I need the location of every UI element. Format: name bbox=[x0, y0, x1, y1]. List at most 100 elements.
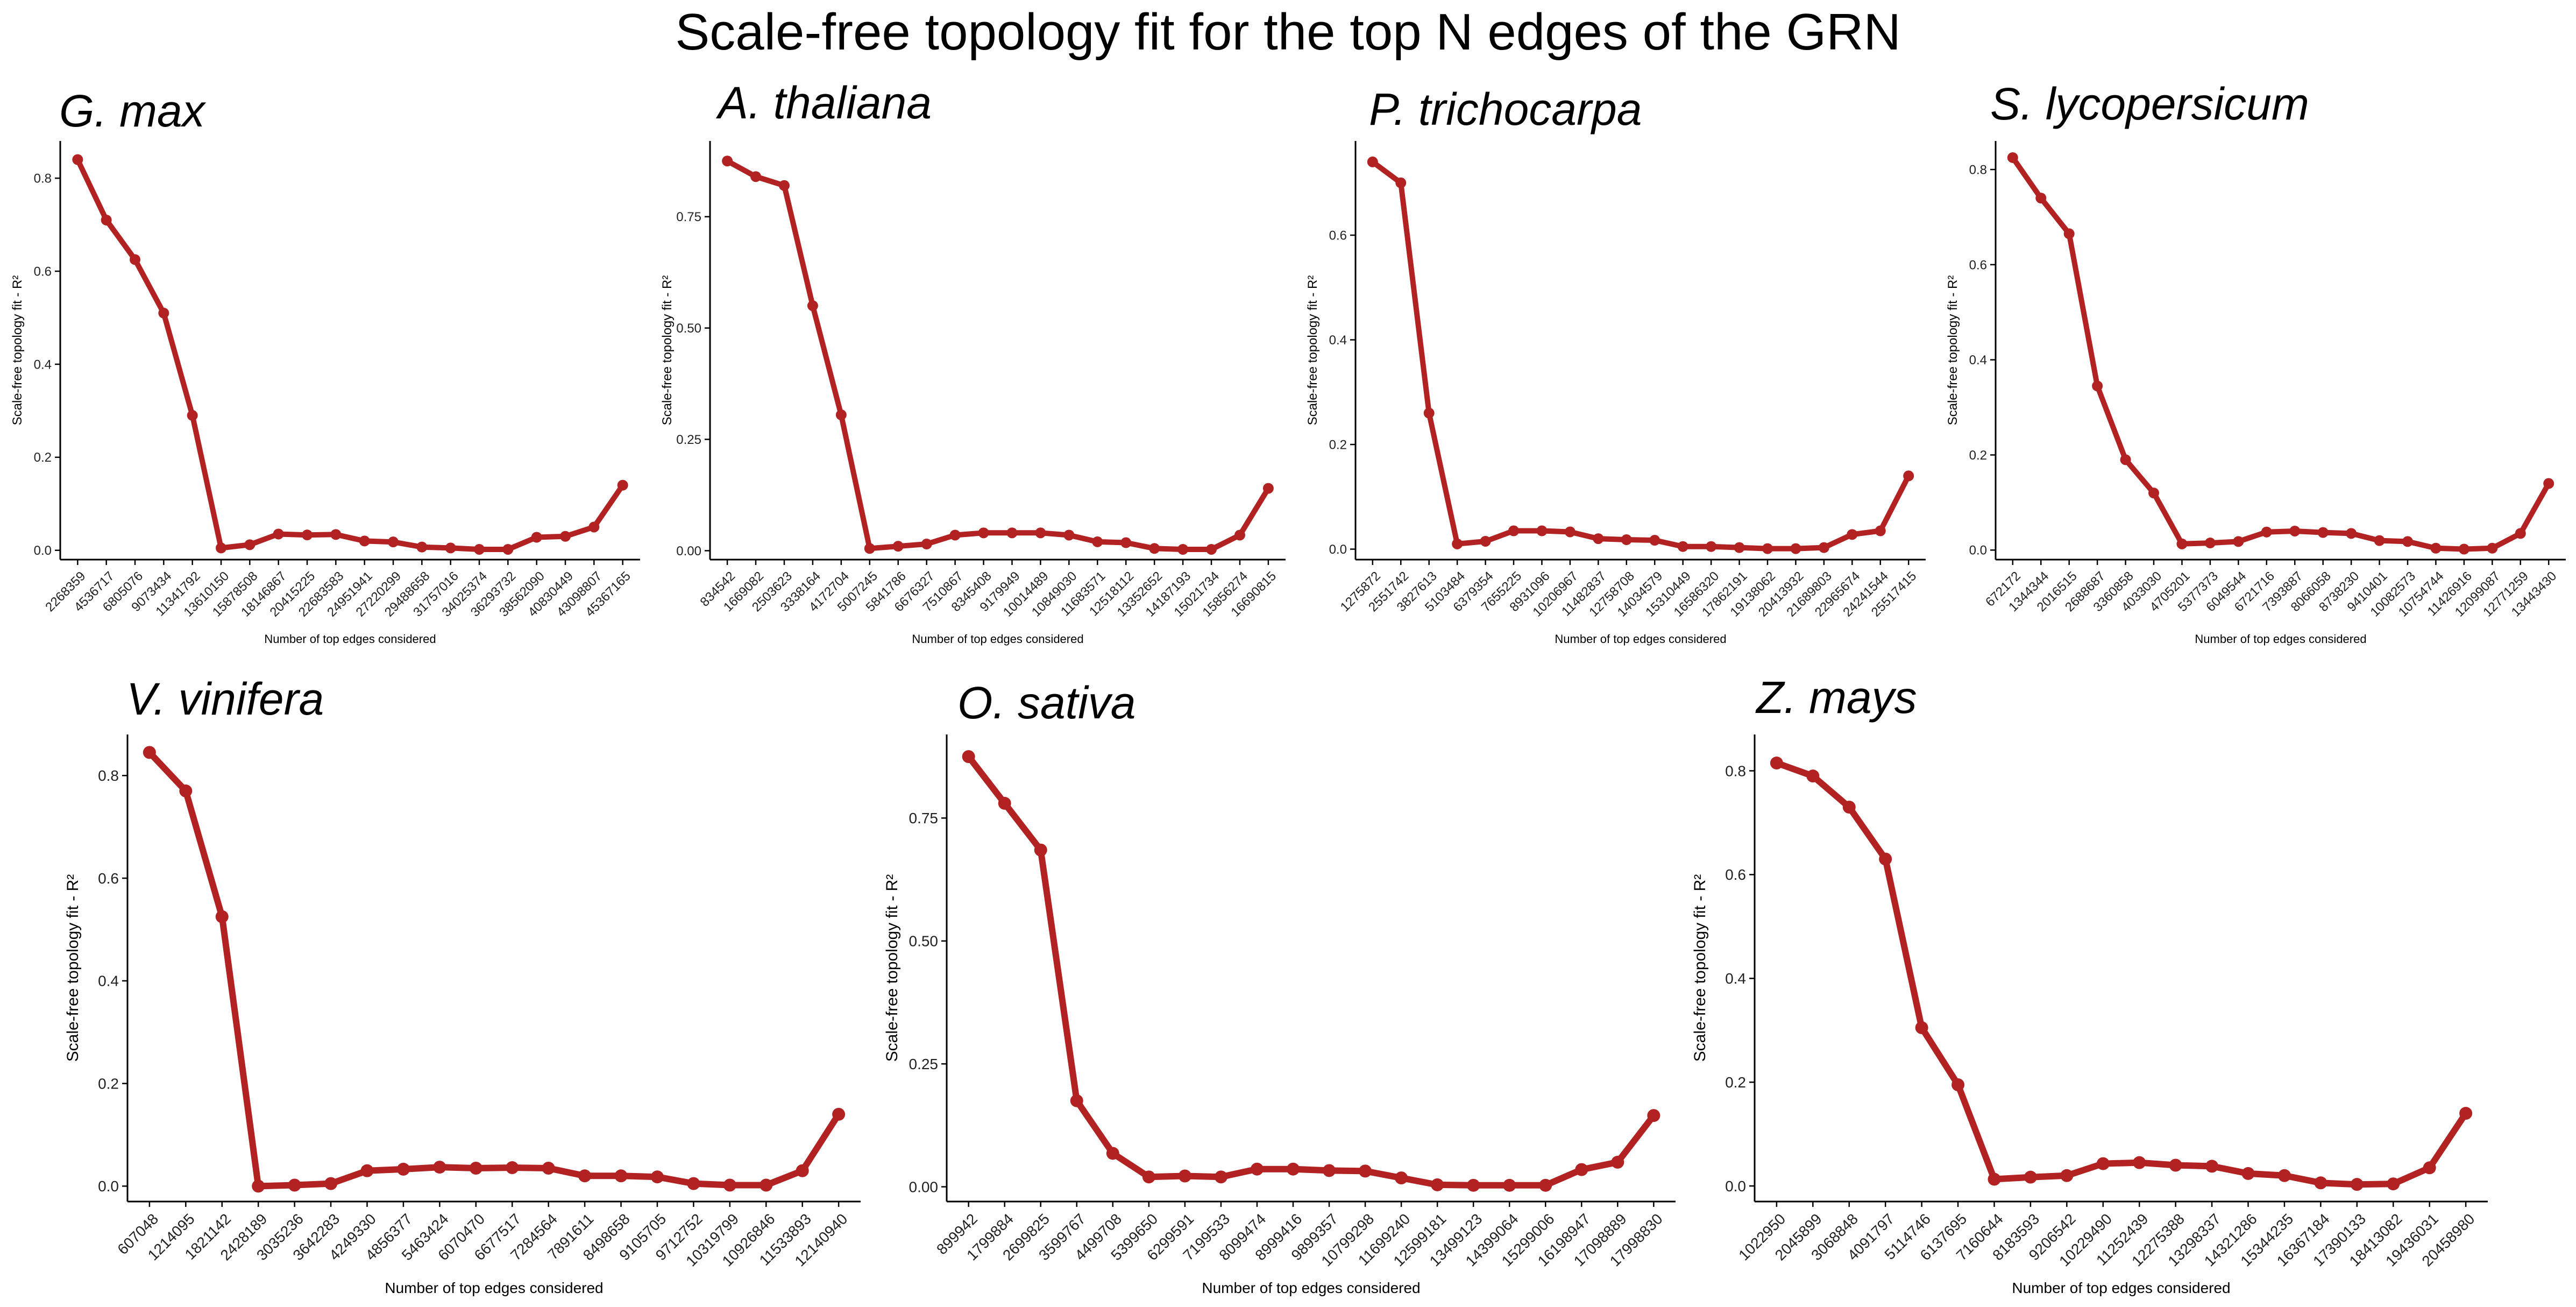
data-point bbox=[722, 156, 733, 167]
data-point bbox=[72, 154, 83, 165]
y-tick-label: 0.4 bbox=[34, 357, 52, 372]
data-point bbox=[1879, 852, 1892, 866]
data-point bbox=[1575, 1163, 1588, 1176]
y-tick-label: 0.0 bbox=[1329, 542, 1347, 557]
data-point bbox=[1262, 483, 1274, 494]
data-point bbox=[1106, 1147, 1119, 1160]
data-point bbox=[433, 1161, 446, 1174]
data-point bbox=[1250, 1162, 1264, 1176]
data-point bbox=[1206, 543, 1217, 555]
data-point bbox=[101, 214, 112, 225]
y-tick-label: 0.50 bbox=[676, 321, 701, 336]
data-point bbox=[2024, 1170, 2037, 1184]
data-point bbox=[578, 1169, 592, 1183]
data-point bbox=[1503, 1178, 1516, 1192]
y-tick-label: 0.0 bbox=[1725, 1178, 1746, 1195]
y-tick-label: 0.2 bbox=[98, 1075, 119, 1092]
y-axis-label: Scale-free topology fit - R² bbox=[1305, 275, 1320, 426]
data-point bbox=[1070, 1094, 1083, 1107]
data-point bbox=[2233, 536, 2244, 547]
data-point bbox=[617, 479, 628, 491]
data-point bbox=[416, 541, 428, 553]
data-point bbox=[324, 1177, 338, 1190]
y-axis-label: Scale-free topology fit - R² bbox=[660, 275, 675, 426]
y-tick-label: 0.25 bbox=[909, 1056, 939, 1072]
data-point bbox=[1536, 525, 1548, 536]
data-point bbox=[1006, 527, 1018, 539]
y-tick-label: 0.6 bbox=[1969, 258, 1987, 272]
series-line bbox=[965, 753, 1657, 1189]
data-point bbox=[1395, 1171, 1408, 1185]
y-tick-label: 0.75 bbox=[909, 810, 939, 826]
data-point bbox=[2459, 1107, 2473, 1120]
y-axis-label: Scale-free topology fit - R² bbox=[1946, 275, 1960, 426]
panel-title: A. thaliana bbox=[715, 77, 932, 128]
data-point bbox=[2063, 228, 2075, 239]
data-point bbox=[1286, 1162, 1300, 1176]
data-point bbox=[1359, 1164, 1372, 1178]
x-axis-label: Number of top edges considered bbox=[2195, 632, 2366, 646]
data-point bbox=[2007, 152, 2018, 163]
panel-4: V. vinifera0.00.20.40.60.860704812140951… bbox=[64, 674, 861, 1296]
x-axis-label: Number of top edges considered bbox=[912, 632, 1083, 646]
y-tick-label: 0.2 bbox=[1329, 437, 1347, 452]
data-point bbox=[187, 410, 198, 421]
y-tick-label: 0.6 bbox=[1725, 866, 1746, 883]
y-tick-label: 0.4 bbox=[1725, 970, 1746, 987]
data-point bbox=[1423, 407, 1435, 419]
data-point bbox=[2423, 1161, 2436, 1175]
figure-title: Scale-free topology fit for the top N ed… bbox=[675, 3, 1901, 61]
data-point bbox=[2277, 1169, 2291, 1182]
data-point bbox=[2148, 488, 2160, 499]
y-tick-label: 0.0 bbox=[1969, 543, 1987, 558]
data-point bbox=[750, 171, 762, 182]
data-point bbox=[2035, 193, 2047, 204]
data-point bbox=[2096, 1157, 2110, 1170]
data-point bbox=[445, 542, 456, 554]
data-point bbox=[2133, 1156, 2146, 1169]
data-point bbox=[542, 1162, 555, 1175]
data-point bbox=[2543, 478, 2554, 489]
data-point bbox=[1988, 1172, 2001, 1186]
data-point bbox=[288, 1178, 301, 1192]
data-point bbox=[807, 300, 818, 312]
data-point bbox=[796, 1164, 809, 1177]
data-point bbox=[252, 1179, 265, 1193]
data-point bbox=[330, 529, 342, 540]
data-point bbox=[614, 1169, 628, 1183]
data-point bbox=[2289, 525, 2301, 536]
x-axis-label: Number of top edges considered bbox=[1202, 1280, 1420, 1296]
data-point bbox=[1621, 534, 1632, 546]
x-axis-label: Number of top edges considered bbox=[385, 1280, 603, 1296]
series-line bbox=[2010, 154, 2552, 552]
data-point bbox=[502, 543, 514, 555]
data-point bbox=[1806, 769, 1820, 783]
data-point bbox=[1177, 543, 1189, 555]
panel-title: G. max bbox=[59, 86, 207, 136]
data-point bbox=[2060, 1169, 2074, 1182]
data-point bbox=[1762, 543, 1773, 554]
data-point bbox=[1323, 1164, 1336, 1177]
y-tick-label: 0.2 bbox=[1969, 448, 1987, 463]
y-tick-label: 0.4 bbox=[1329, 333, 1347, 348]
data-point bbox=[360, 1164, 374, 1177]
data-point bbox=[1706, 541, 1717, 552]
data-point bbox=[1467, 1178, 1480, 1192]
series-line bbox=[1369, 159, 1912, 552]
y-axis-label: Scale-free topology fit - R² bbox=[883, 874, 901, 1062]
data-point bbox=[1063, 529, 1075, 541]
panel-5: O. sativa0.000.250.500.75899942179988426… bbox=[883, 677, 1676, 1296]
data-point bbox=[396, 1162, 410, 1176]
data-point bbox=[1847, 529, 1858, 540]
data-point bbox=[2261, 526, 2272, 538]
data-point bbox=[130, 254, 141, 265]
data-point bbox=[2402, 536, 2413, 547]
data-point bbox=[949, 529, 961, 541]
data-point bbox=[2458, 543, 2469, 555]
x-axis-label: Number of top edges considered bbox=[264, 632, 436, 646]
data-point bbox=[1842, 801, 1856, 814]
data-point bbox=[1034, 843, 1047, 857]
data-point bbox=[1367, 156, 1378, 167]
x-axis-label: Number of top edges considered bbox=[2012, 1280, 2230, 1296]
